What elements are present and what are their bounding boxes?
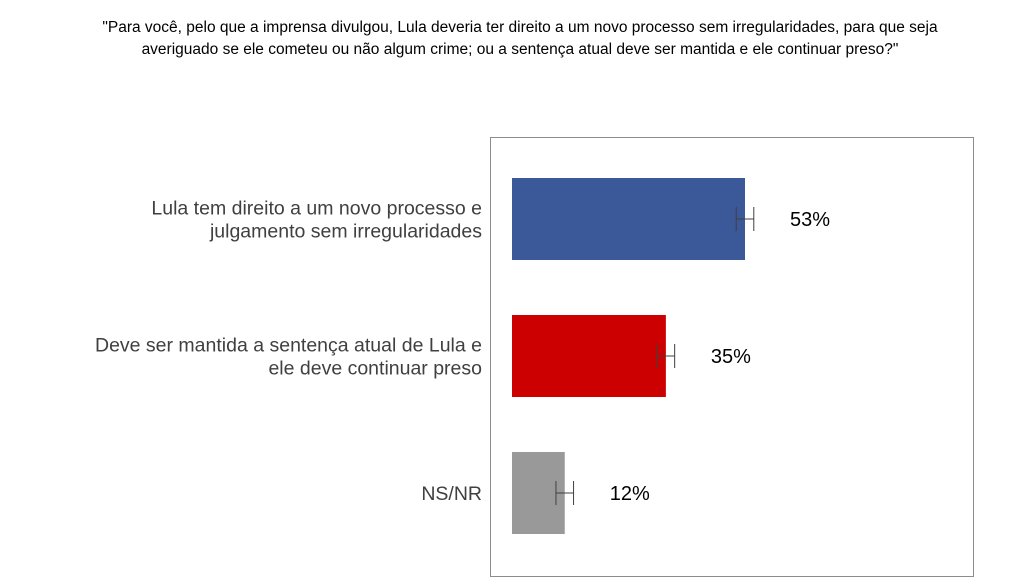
bar-2: [512, 315, 666, 397]
category-label-1: Lula tem direito a um novo processo e jul…: [151, 198, 482, 243]
value-label-2: 35%: [711, 346, 751, 368]
question-line-2: averiguado se ele cometeu ou não algum c…: [141, 41, 899, 58]
category-label-2: Deve ser mantida a sentença atual de Lul…: [95, 335, 482, 380]
value-label-1: 53%: [790, 209, 830, 231]
value-label-3: 12%: [610, 483, 650, 505]
bars-layer: 53% Lula tem direito a um novo processo e…: [95, 178, 830, 534]
question-line-1: "Para você, pelo que a imprensa divulgou…: [102, 19, 938, 36]
error-bar-2: [656, 344, 676, 368]
bar-1: [512, 178, 745, 260]
error-bar-3: [555, 481, 575, 505]
question-title: "Para você, pelo que a imprensa divulgou…: [20, 17, 1020, 61]
category-label-3: NS/NR: [421, 483, 482, 505]
error-bar-1: [735, 207, 755, 231]
